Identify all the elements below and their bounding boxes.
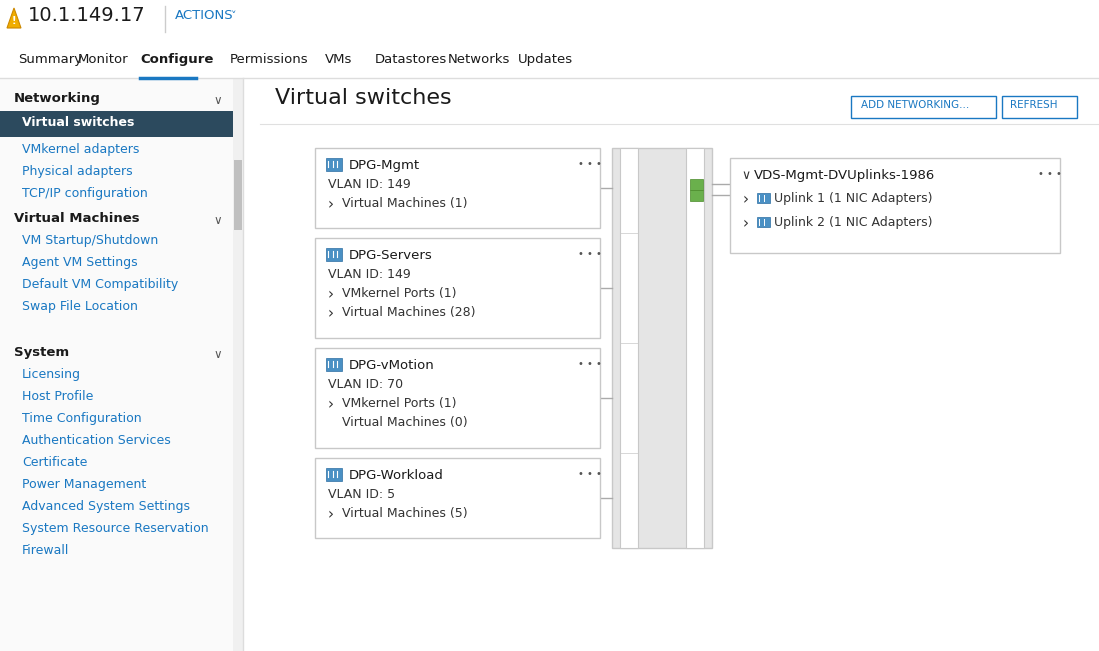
Text: Default VM Compatibility: Default VM Compatibility <box>22 278 178 291</box>
Bar <box>0 78 243 651</box>
Bar <box>0 38 1099 78</box>
Text: ACTIONS: ACTIONS <box>175 9 234 22</box>
Text: Networking: Networking <box>14 92 101 105</box>
Bar <box>686 148 704 548</box>
Text: ∨: ∨ <box>213 214 222 227</box>
Bar <box>690 179 703 190</box>
Text: DPG-Servers: DPG-Servers <box>349 249 433 262</box>
Text: VLAN ID: 149: VLAN ID: 149 <box>328 178 411 191</box>
Text: Virtual Machines: Virtual Machines <box>14 212 140 225</box>
Text: ›: › <box>328 287 334 302</box>
Text: VM Startup/Shutdown: VM Startup/Shutdown <box>22 234 158 247</box>
Text: Physical adapters: Physical adapters <box>22 165 133 178</box>
Text: Certificate: Certificate <box>22 456 88 469</box>
Text: Agent VM Settings: Agent VM Settings <box>22 256 137 269</box>
Text: Virtual switches: Virtual switches <box>22 116 134 129</box>
Text: VLAN ID: 149: VLAN ID: 149 <box>328 268 411 281</box>
Bar <box>260 78 1099 651</box>
Text: • • •: • • • <box>578 469 602 479</box>
Text: Authentication Services: Authentication Services <box>22 434 170 447</box>
Text: VMkernel adapters: VMkernel adapters <box>22 143 140 156</box>
Text: !: ! <box>12 16 16 26</box>
Text: REFRESH: REFRESH <box>1010 100 1057 110</box>
Text: Swap File Location: Swap File Location <box>22 300 137 313</box>
Bar <box>326 158 342 171</box>
Text: ∨: ∨ <box>213 348 222 361</box>
Text: ›: › <box>328 507 334 522</box>
Text: ›: › <box>328 197 334 212</box>
Text: Host Profile: Host Profile <box>22 390 93 403</box>
Bar <box>0 0 1099 38</box>
Text: • • •: • • • <box>578 359 602 369</box>
Text: Networks: Networks <box>448 53 510 66</box>
Bar <box>326 358 342 371</box>
Text: TCP/IP configuration: TCP/IP configuration <box>22 187 147 200</box>
Text: ›: › <box>328 397 334 412</box>
Bar <box>326 248 342 261</box>
Bar <box>0 111 233 137</box>
Text: • • •: • • • <box>578 249 602 259</box>
Text: Advanced System Settings: Advanced System Settings <box>22 500 190 513</box>
Text: Updates: Updates <box>518 53 573 66</box>
Text: DPG-Workload: DPG-Workload <box>349 469 444 482</box>
Bar <box>1002 96 1077 118</box>
Text: VMkernel Ports (1): VMkernel Ports (1) <box>342 287 456 300</box>
Bar <box>315 148 600 228</box>
Bar <box>851 96 996 118</box>
Bar <box>620 148 639 548</box>
Text: Time Configuration: Time Configuration <box>22 412 142 425</box>
Bar <box>234 160 242 230</box>
Text: ˅: ˅ <box>231 11 236 21</box>
Bar <box>326 468 342 481</box>
Text: Uplink 1 (1 NIC Adapters): Uplink 1 (1 NIC Adapters) <box>774 192 932 205</box>
Text: System Resource Reservation: System Resource Reservation <box>22 522 209 535</box>
Bar <box>612 148 712 548</box>
Bar <box>730 158 1061 253</box>
Text: Virtual Machines (0): Virtual Machines (0) <box>342 416 468 429</box>
Bar <box>757 217 770 227</box>
Text: ›: › <box>743 192 750 207</box>
Text: Licensing: Licensing <box>22 368 81 381</box>
Text: VMs: VMs <box>325 53 353 66</box>
Text: VMkernel Ports (1): VMkernel Ports (1) <box>342 397 456 410</box>
Text: Summary: Summary <box>18 53 82 66</box>
Bar <box>315 348 600 448</box>
Text: Monitor: Monitor <box>78 53 129 66</box>
Text: 10.1.149.17: 10.1.149.17 <box>27 6 146 25</box>
Text: Virtual Machines (28): Virtual Machines (28) <box>342 306 476 319</box>
Text: VLAN ID: 5: VLAN ID: 5 <box>328 488 396 501</box>
Text: • • •: • • • <box>1037 169 1062 179</box>
Text: Uplink 2 (1 NIC Adapters): Uplink 2 (1 NIC Adapters) <box>774 216 932 229</box>
Bar <box>315 458 600 538</box>
Text: VDS-Mgmt-DVUplinks-1986: VDS-Mgmt-DVUplinks-1986 <box>754 169 935 182</box>
Text: Power Management: Power Management <box>22 478 146 491</box>
Text: ∨: ∨ <box>741 169 751 182</box>
Bar <box>757 193 770 203</box>
Text: Virtual switches: Virtual switches <box>275 88 452 108</box>
Text: ADD NETWORKING...: ADD NETWORKING... <box>861 100 969 110</box>
Text: ∨: ∨ <box>213 94 222 107</box>
Text: ›: › <box>328 306 334 321</box>
Bar <box>690 190 703 201</box>
Text: Permissions: Permissions <box>230 53 309 66</box>
Text: ›: › <box>743 216 750 231</box>
Text: Datastores: Datastores <box>375 53 447 66</box>
Text: Firewall: Firewall <box>22 544 69 557</box>
Text: Configure: Configure <box>140 53 213 66</box>
Bar <box>315 238 600 338</box>
Text: • • •: • • • <box>578 159 602 169</box>
Text: System: System <box>14 346 69 359</box>
Text: Virtual Machines (1): Virtual Machines (1) <box>342 197 467 210</box>
Text: DPG-vMotion: DPG-vMotion <box>349 359 435 372</box>
Text: DPG-Mgmt: DPG-Mgmt <box>349 159 420 172</box>
Text: VLAN ID: 70: VLAN ID: 70 <box>328 378 403 391</box>
Text: Virtual Machines (5): Virtual Machines (5) <box>342 507 468 520</box>
Polygon shape <box>7 8 21 28</box>
Bar <box>233 78 243 651</box>
